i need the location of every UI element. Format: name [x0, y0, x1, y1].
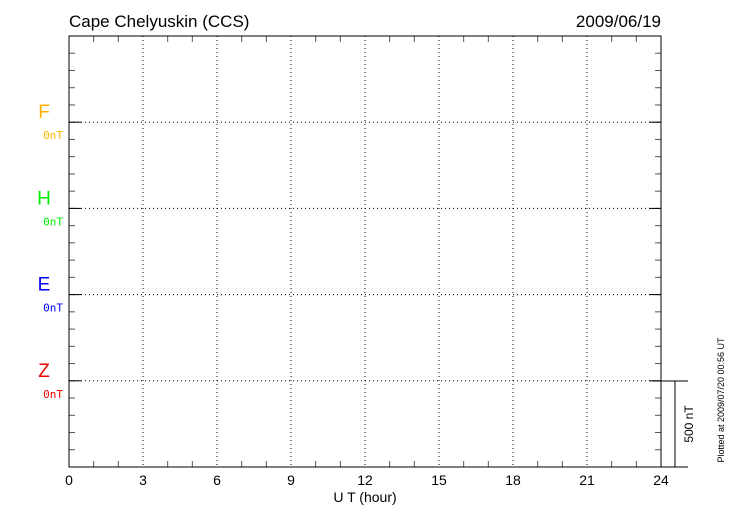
series-labels: F 0nT H 0nT E 0nT Z 0nT: [37, 102, 63, 401]
series-baseline-label: 0nT: [43, 215, 63, 228]
series-baseline-label: 0nT: [43, 129, 63, 142]
chart-title: Cape Chelyuskin (CCS): [69, 12, 249, 31]
axis-ticks: [69, 36, 661, 467]
series-name-h: H: [37, 188, 51, 209]
series-baseline-label: 0nT: [43, 388, 63, 401]
x-tick-label: 18: [505, 472, 521, 488]
x-tick-label: 6: [213, 472, 221, 488]
grid: [69, 36, 661, 467]
series-name-f: F: [38, 102, 50, 123]
x-tick-label: 0: [65, 472, 73, 488]
plot-frame: [68, 35, 662, 468]
x-tick-label: 24: [653, 472, 669, 488]
chart-date: 2009/06/19: [576, 12, 661, 31]
plotted-at-footer: Plotted at 2009/07/20 00:56 UT: [716, 337, 726, 463]
x-tick-label: 9: [287, 472, 295, 488]
x-tick-label: 12: [357, 472, 373, 488]
x-tick-label: 3: [139, 472, 147, 488]
scale-bar-label: 500 nT: [682, 405, 696, 443]
x-tick-label: 15: [431, 472, 447, 488]
series-baseline-label: 0nT: [43, 302, 63, 315]
x-tick-label: 21: [579, 472, 595, 488]
x-axis-label: U T (hour): [333, 489, 396, 505]
scale-bar: 500 nT: [652, 380, 696, 468]
series-name-z: Z: [38, 361, 50, 382]
series-name-e: E: [38, 275, 51, 296]
x-tick-labels: 0 3 6 9 12 15 18 21 24: [65, 472, 669, 488]
